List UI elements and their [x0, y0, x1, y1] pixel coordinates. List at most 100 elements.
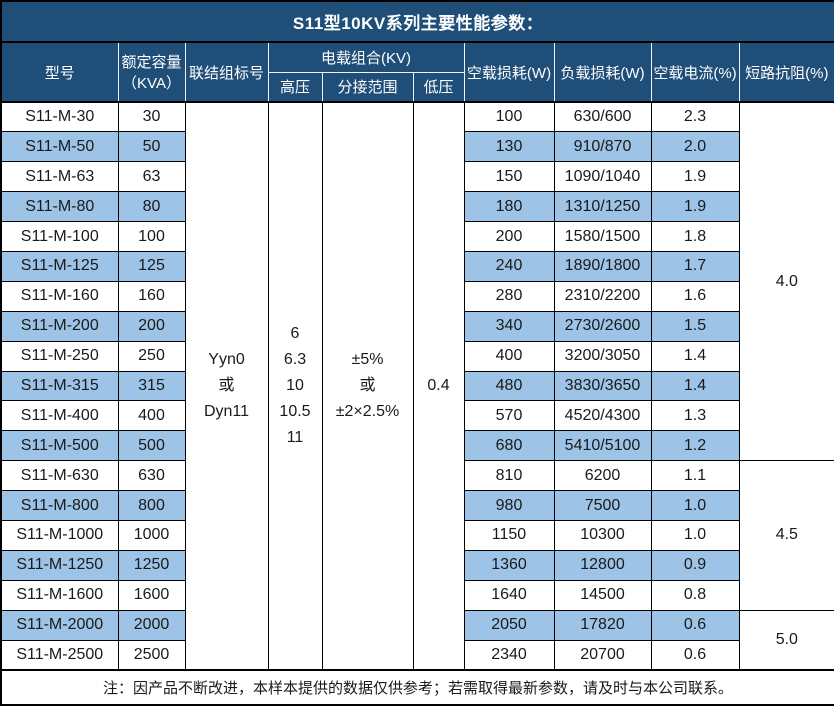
no-load-current-cell: 1.9 — [650, 161, 740, 193]
model-cell: S11-M-1250 — [0, 549, 119, 581]
capacity-cell: 250 — [117, 340, 186, 372]
load-loss-cell: 7500 — [553, 490, 652, 521]
no-load-loss-cell: 570 — [463, 400, 555, 432]
load-loss-cell: 2310/2200 — [553, 280, 652, 312]
table-header: S11型10KV系列主要性能参数： 型号 额定容量 （KVA） 联结组标号 电载… — [0, 0, 834, 103]
load-loss-cell: 6200 — [553, 460, 652, 492]
col-header-voltage-combo: 电载组合(KV) — [267, 41, 465, 73]
tap-range-cell: ±5% 或 ±2×2.5% — [321, 101, 414, 671]
no-load-current-cell: 2.0 — [650, 131, 740, 163]
no-load-current-cell: 2.3 — [650, 101, 740, 133]
capacity-cell: 1250 — [117, 549, 186, 581]
col-header-model: 型号 — [0, 41, 119, 103]
table-row: S11-M-80 80 180 1310/1250 1.9 — [0, 191, 834, 223]
model-cell: S11-M-315 — [0, 370, 119, 402]
capacity-cell: 160 — [117, 280, 186, 312]
table-title: S11型10KV系列主要性能参数： — [0, 0, 834, 43]
footer-note: 注：因产品不断改进，本样本提供的数据仅供参考；若需取得最新参数，请及时与本公司联… — [0, 669, 834, 706]
no-load-loss-cell: 1640 — [463, 579, 555, 611]
no-load-loss-cell: 2050 — [463, 609, 555, 641]
model-cell: S11-M-630 — [0, 460, 119, 492]
no-load-current-cell: 0.6 — [650, 609, 740, 641]
load-loss-cell: 2730/2600 — [553, 310, 652, 342]
capacity-cell: 125 — [117, 250, 186, 282]
model-cell: S11-M-125 — [0, 250, 119, 282]
impedance-cell: 4.0 — [738, 101, 834, 462]
impedance-cell: 5.0 — [738, 609, 834, 671]
no-load-current-cell: 0.6 — [650, 639, 740, 671]
capacity-cell: 100 — [117, 221, 186, 252]
capacity-cell: 80 — [117, 191, 186, 223]
no-load-current-cell: 1.8 — [650, 221, 740, 252]
capacity-cell: 63 — [117, 161, 186, 193]
capacity-cell: 500 — [117, 430, 186, 462]
no-load-loss-cell: 2340 — [463, 639, 555, 671]
no-load-current-cell: 1.5 — [650, 310, 740, 342]
no-load-loss-cell: 150 — [463, 161, 555, 193]
table-row: S11-M-400 400 570 4520/4300 1.3 — [0, 400, 834, 432]
no-load-loss-cell: 200 — [463, 221, 555, 252]
table-row: S11-M-125 125 240 1890/1800 1.7 — [0, 250, 834, 282]
load-loss-cell: 12800 — [553, 549, 652, 581]
col-header-load-loss: 负载损耗(W) — [553, 41, 652, 103]
no-load-loss-cell: 400 — [463, 340, 555, 372]
table-row: S11-M-800 800 980 7500 1.0 — [0, 490, 834, 521]
col-header-impedance: 短路抗阻(%) — [738, 41, 834, 103]
no-load-loss-cell: 280 — [463, 280, 555, 312]
table-row: S11-M-160 160 280 2310/2200 1.6 — [0, 280, 834, 312]
capacity-cell: 2000 — [117, 609, 186, 641]
no-load-loss-cell: 340 — [463, 310, 555, 342]
no-load-loss-cell: 130 — [463, 131, 555, 163]
no-load-loss-cell: 680 — [463, 430, 555, 462]
capacity-cell: 50 — [117, 131, 186, 163]
capacity-cell: 800 — [117, 490, 186, 521]
header-row-2: 高压 分接范围 低压 — [1, 71, 834, 103]
load-loss-cell: 14500 — [553, 579, 652, 611]
no-load-loss-cell: 240 — [463, 250, 555, 282]
col-header-tap-range: 分接范围 — [321, 71, 414, 103]
table-footer: 注：因产品不断改进，本样本提供的数据仅供参考；若需取得最新参数，请及时与本公司联… — [0, 669, 834, 706]
table-row: S11-M-2000 2000 2050 17820 0.6 5.0 — [0, 609, 834, 671]
table-row: S11-M-1250 1250 1360 12800 0.9 — [0, 549, 834, 581]
note-row: 注：因产品不断改进，本样本提供的数据仅供参考；若需取得最新参数，请及时与本公司联… — [0, 669, 834, 706]
no-load-current-cell: 1.4 — [650, 370, 740, 402]
table-row: S11-M-630 630 810 6200 1.1 4.5 — [0, 460, 834, 611]
model-cell: S11-M-250 — [0, 340, 119, 372]
lv-cell: 0.4 — [412, 101, 465, 671]
no-load-loss-cell: 480 — [463, 370, 555, 402]
no-load-loss-cell: 100 — [463, 101, 555, 133]
col-header-no-load-current: 空载电流(%) — [650, 41, 740, 103]
model-cell: S11-M-500 — [0, 430, 119, 462]
no-load-loss-cell: 1150 — [463, 519, 555, 551]
load-loss-cell: 910/870 — [553, 131, 652, 163]
table-row: S11-M-1600 1600 1640 14500 0.8 — [0, 579, 834, 611]
capacity-cell: 315 — [117, 370, 186, 402]
no-load-current-cell: 1.7 — [650, 250, 740, 282]
model-cell: S11-M-80 — [0, 191, 119, 223]
capacity-cell: 2500 — [117, 639, 186, 671]
load-loss-cell: 17820 — [553, 609, 652, 641]
load-loss-cell: 10300 — [553, 519, 652, 551]
col-header-no-load-loss: 空载损耗(W) — [463, 41, 555, 103]
model-cell: S11-M-1600 — [0, 579, 119, 611]
table-row: S11-M-315 315 480 3830/3650 1.4 — [0, 370, 834, 402]
capacity-cell: 1000 — [117, 519, 186, 551]
table-row: S11-M-200 200 340 2730/2600 1.5 — [0, 310, 834, 342]
capacity-cell: 30 — [117, 101, 186, 133]
no-load-current-cell: 1.9 — [650, 191, 740, 223]
no-load-loss-cell: 810 — [463, 460, 555, 492]
table-row: S11-M-100 100 200 1580/1500 1.8 — [0, 221, 834, 252]
col-header-capacity-line2: （KVA） — [122, 75, 181, 92]
capacity-cell: 400 — [117, 400, 186, 432]
load-loss-cell: 630/600 — [553, 101, 652, 133]
table-row: S11-M-2500 2500 2340 20700 0.6 — [0, 639, 834, 671]
impedance-cell: 4.5 — [738, 460, 834, 611]
model-cell: S11-M-2000 — [0, 609, 119, 641]
col-header-capacity: 额定容量 （KVA） — [117, 41, 186, 103]
no-load-current-cell: 1.2 — [650, 430, 740, 462]
table-row: S11-M-500 500 680 5410/5100 1.2 — [0, 430, 834, 462]
header-row-1: 型号 额定容量 （KVA） 联结组标号 电载组合(KV) 空载损耗(W) 负载损… — [0, 41, 834, 103]
model-cell: S11-M-30 — [0, 101, 119, 133]
model-cell: S11-M-400 — [0, 400, 119, 432]
load-loss-cell: 5410/5100 — [553, 430, 652, 462]
